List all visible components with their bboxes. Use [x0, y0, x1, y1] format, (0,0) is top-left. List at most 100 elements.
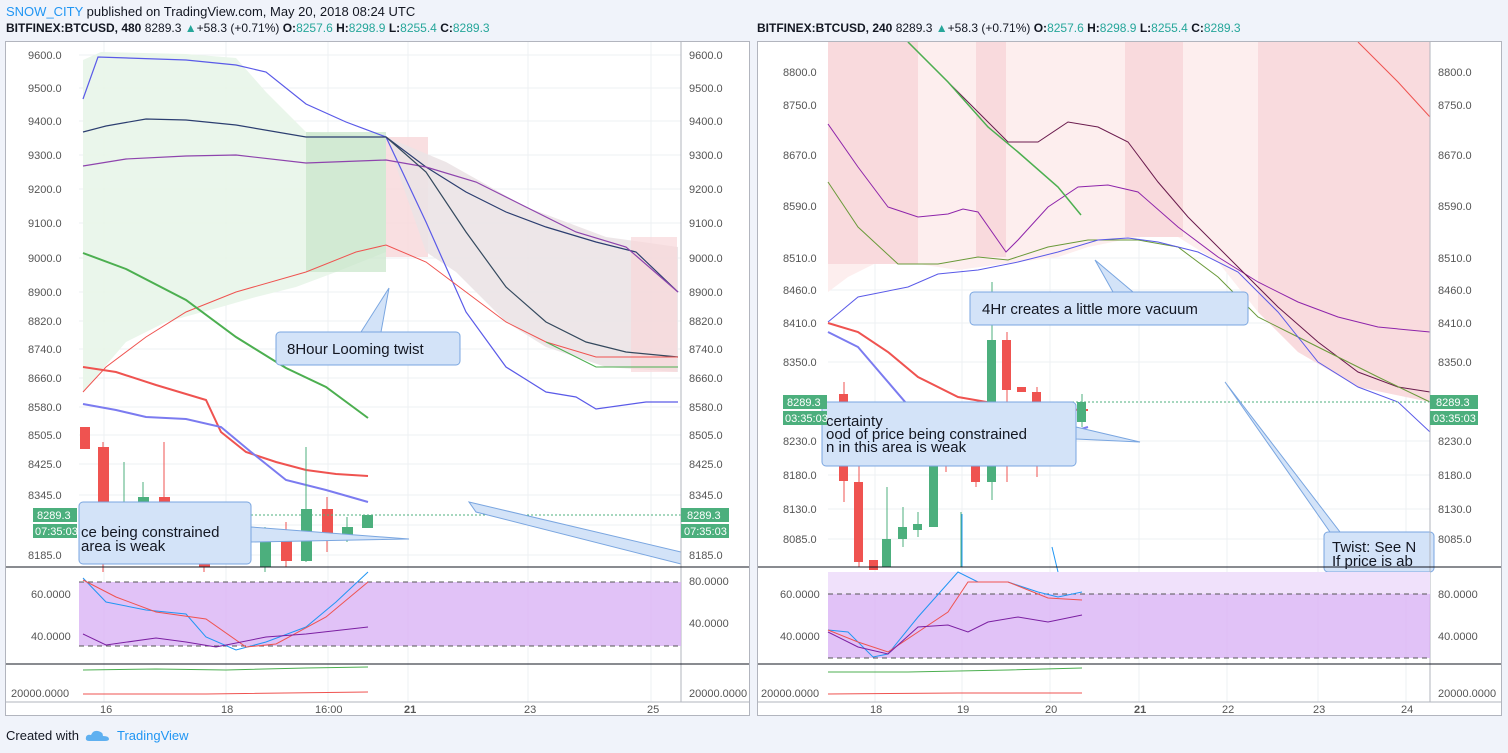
left-low: 8255.4 — [400, 21, 437, 35]
svg-text:8460.0: 8460.0 — [1438, 285, 1472, 297]
svg-text:8660.0: 8660.0 — [28, 373, 62, 385]
svg-text:80.0000: 80.0000 — [689, 576, 729, 588]
right-chart-svg[interactable]: 4Hr creates a little more vacuum certain… — [758, 42, 1502, 716]
svg-text:24: 24 — [1401, 704, 1413, 716]
svg-text:9400.0: 9400.0 — [689, 116, 723, 128]
svg-text:40.0000: 40.0000 — [1438, 631, 1478, 643]
right-callout-box[interactable] — [969, 291, 1249, 326]
svg-text:8185.0: 8185.0 — [28, 550, 62, 562]
right-open: 8257.6 — [1047, 21, 1084, 35]
svg-text:8085.0: 8085.0 — [1438, 534, 1472, 546]
left-callout2-box[interactable] — [78, 501, 252, 565]
left-symbol: BITFINEX:BTCUSD, 480 — [6, 21, 142, 35]
svg-text:9000.0: 9000.0 — [689, 253, 723, 265]
left-callout-text: 8Hour Looming twist — [287, 341, 425, 358]
svg-text:8180.0: 8180.0 — [783, 470, 817, 482]
svg-text:8425.0: 8425.0 — [689, 459, 723, 471]
svg-text:80.0000: 80.0000 — [1438, 589, 1478, 601]
svg-text:8800.0: 8800.0 — [1438, 67, 1472, 79]
svg-text:8580.0: 8580.0 — [28, 402, 62, 414]
svg-text:60.0000: 60.0000 — [31, 589, 71, 601]
svg-text:21: 21 — [404, 704, 416, 716]
right-change: +58.3 (+0.71%) — [947, 21, 1031, 35]
svg-text:8230.0: 8230.0 — [783, 436, 817, 448]
svg-text:9200.0: 9200.0 — [689, 184, 723, 196]
svg-text:8510.0: 8510.0 — [1438, 253, 1472, 265]
left-open: 8257.6 — [296, 21, 333, 35]
right-low: 8255.4 — [1151, 21, 1188, 35]
left-time-tag-l: 07:35:03 — [35, 526, 78, 538]
svg-text:8410.0: 8410.0 — [1438, 318, 1472, 330]
svg-text:9500.0: 9500.0 — [28, 83, 62, 95]
svg-text:20000.0000: 20000.0000 — [11, 688, 69, 700]
left-close: 8289.3 — [452, 21, 490, 35]
created-with-label: Created with — [6, 728, 79, 743]
svg-text:9100.0: 9100.0 — [28, 218, 62, 230]
right-symbol: BITFINEX:BTCUSD, 240 — [757, 21, 893, 35]
left-price-tag-r: 8289.3 — [687, 510, 721, 522]
svg-text:9300.0: 9300.0 — [689, 150, 723, 162]
svg-text:8345.0: 8345.0 — [28, 490, 62, 502]
svg-text:8740.0: 8740.0 — [28, 344, 62, 356]
svg-text:9400.0: 9400.0 — [28, 116, 62, 128]
svg-text:40.0000: 40.0000 — [31, 631, 71, 643]
left-change: +58.3 (+0.71%) — [196, 21, 280, 35]
svg-text:8900.0: 8900.0 — [689, 287, 723, 299]
right-time-tag-l: 03:35:03 — [785, 413, 828, 425]
left-callout-box[interactable] — [275, 331, 461, 366]
svg-text:8505.0: 8505.0 — [28, 430, 62, 442]
footer: Created with TradingView — [6, 728, 189, 743]
svg-text:16:00: 16:00 — [315, 704, 343, 716]
svg-text:20000.0000: 20000.0000 — [761, 688, 819, 700]
left-callout2-line2: area is weak — [81, 538, 166, 555]
svg-text:9600.0: 9600.0 — [28, 50, 62, 62]
svg-text:21: 21 — [1134, 704, 1146, 716]
tradingview-link[interactable]: TradingView — [116, 728, 189, 743]
svg-text:8350.0: 8350.0 — [783, 357, 817, 369]
svg-text:8750.0: 8750.0 — [783, 100, 817, 112]
right-last-price: 8289.3 — [895, 21, 933, 35]
svg-text:8505.0: 8505.0 — [689, 430, 723, 442]
svg-text:8900.0: 8900.0 — [28, 287, 62, 299]
svg-text:9200.0: 9200.0 — [28, 184, 62, 196]
svg-text:8350.0: 8350.0 — [1438, 357, 1472, 369]
svg-text:20: 20 — [1045, 704, 1057, 716]
right-callout2-line1: certainty — [826, 413, 883, 430]
svg-text:9100.0: 9100.0 — [689, 218, 723, 230]
svg-text:25: 25 — [647, 704, 659, 716]
svg-text:9000.0: 9000.0 — [28, 253, 62, 265]
svg-text:8085.0: 8085.0 — [783, 534, 817, 546]
right-chart-panel[interactable]: 4Hr creates a little more vacuum certain… — [757, 41, 1502, 716]
right-chart-title: BITFINEX:BTCUSD, 240 8289.3 ▲+58.3 (+0.7… — [757, 21, 1241, 35]
svg-text:20000.0000: 20000.0000 — [1438, 688, 1496, 700]
svg-text:8130.0: 8130.0 — [783, 504, 817, 516]
left-chart-svg[interactable]: 8Hour Looming twist ce being constrained… — [6, 42, 750, 716]
svg-text:8740.0: 8740.0 — [689, 344, 723, 356]
left-chart-title: BITFINEX:BTCUSD, 480 8289.3 ▲+58.3 (+0.7… — [6, 21, 490, 35]
right-price-tag-l: 8289.3 — [787, 397, 821, 409]
svg-text:9500.0: 9500.0 — [689, 83, 723, 95]
up-arrow-icon: ▲ — [935, 21, 948, 35]
svg-text:18: 18 — [870, 704, 882, 716]
author-link[interactable]: SNOW_CITY — [6, 4, 84, 19]
right-callout2-box[interactable] — [821, 401, 1077, 467]
svg-text:16: 16 — [100, 704, 112, 716]
svg-text:22: 22 — [1222, 704, 1234, 716]
svg-text:9600.0: 9600.0 — [689, 50, 723, 62]
right-close: 8289.3 — [1203, 21, 1241, 35]
svg-text:8590.0: 8590.0 — [783, 201, 817, 213]
left-chart-panel[interactable]: 8Hour Looming twist ce being constrained… — [5, 41, 750, 716]
svg-text:40.0000: 40.0000 — [780, 631, 820, 643]
svg-text:8425.0: 8425.0 — [28, 459, 62, 471]
svg-text:40.0000: 40.0000 — [689, 618, 729, 630]
svg-text:8800.0: 8800.0 — [783, 67, 817, 79]
svg-text:8510.0: 8510.0 — [783, 253, 817, 265]
svg-text:8670.0: 8670.0 — [1438, 150, 1472, 162]
right-time-tag-r: 03:35:03 — [1433, 413, 1476, 425]
svg-text:8180.0: 8180.0 — [1438, 470, 1472, 482]
svg-text:8130.0: 8130.0 — [1438, 504, 1472, 516]
svg-text:8185.0: 8185.0 — [689, 550, 723, 562]
right-callout3-line2: If price is ab — [1332, 553, 1413, 570]
svg-text:23: 23 — [524, 704, 536, 716]
left-time-tag-r: 07:35:03 — [684, 526, 727, 538]
